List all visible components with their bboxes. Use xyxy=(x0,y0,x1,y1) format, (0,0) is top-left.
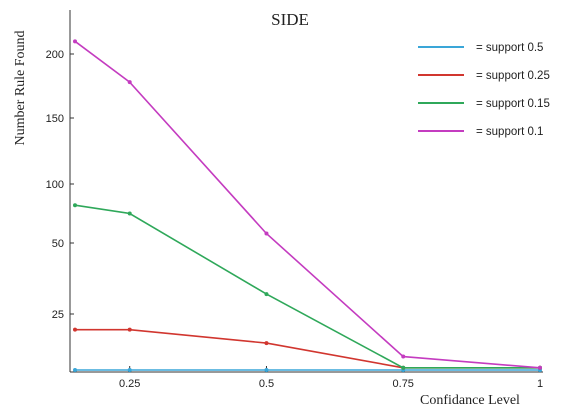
data-point xyxy=(538,365,542,370)
data-point xyxy=(264,368,269,372)
data-point xyxy=(401,354,406,359)
series-1 xyxy=(73,327,542,370)
data-point xyxy=(73,327,77,332)
y-tick-label: 25 xyxy=(52,309,64,321)
legend-label: = support 0.1 xyxy=(476,126,543,138)
series-3 xyxy=(73,39,542,370)
data-point xyxy=(264,341,269,346)
y-tick-label: 50 xyxy=(52,238,64,250)
data-point xyxy=(73,368,77,372)
series-line xyxy=(74,204,540,369)
series-0 xyxy=(73,368,542,372)
data-point xyxy=(264,231,269,236)
data-point xyxy=(73,203,77,208)
x-tick-label: 0.5 xyxy=(259,378,274,390)
legend-label: = support 0.25 xyxy=(476,70,550,82)
x-tick-label: 0.25 xyxy=(119,378,140,390)
x-axis-title: Confidance Level xyxy=(420,393,520,408)
x-tick-label: 0.75 xyxy=(393,378,414,390)
legend: = support 0.5 = support 0.25 = support 0.1… xyxy=(418,42,550,138)
data-point xyxy=(127,368,132,372)
x-ticks: 0.25 0.5 0.75 1 xyxy=(119,366,543,390)
legend-label: = support 0.15 xyxy=(476,98,550,110)
data-point xyxy=(73,39,77,44)
y-tick-label: 150 xyxy=(46,113,64,125)
chart-title: SIDE xyxy=(271,10,309,29)
data-point xyxy=(127,327,132,332)
y-tick-label: 200 xyxy=(46,49,64,61)
data-point xyxy=(401,365,406,370)
y-axis-title: Number Rule Found xyxy=(13,30,28,145)
data-point xyxy=(264,292,269,297)
series-line xyxy=(74,40,541,369)
legend-label: = support 0.5 xyxy=(476,42,543,54)
x-tick-label: 1 xyxy=(537,378,543,390)
axes xyxy=(69,10,543,373)
series-layer xyxy=(73,39,542,372)
y-tick-label: 100 xyxy=(46,179,64,191)
data-point xyxy=(127,211,132,216)
series-2 xyxy=(73,203,542,370)
y-ticks: 25 50 100 150 200 xyxy=(46,49,74,321)
data-point xyxy=(127,80,132,85)
